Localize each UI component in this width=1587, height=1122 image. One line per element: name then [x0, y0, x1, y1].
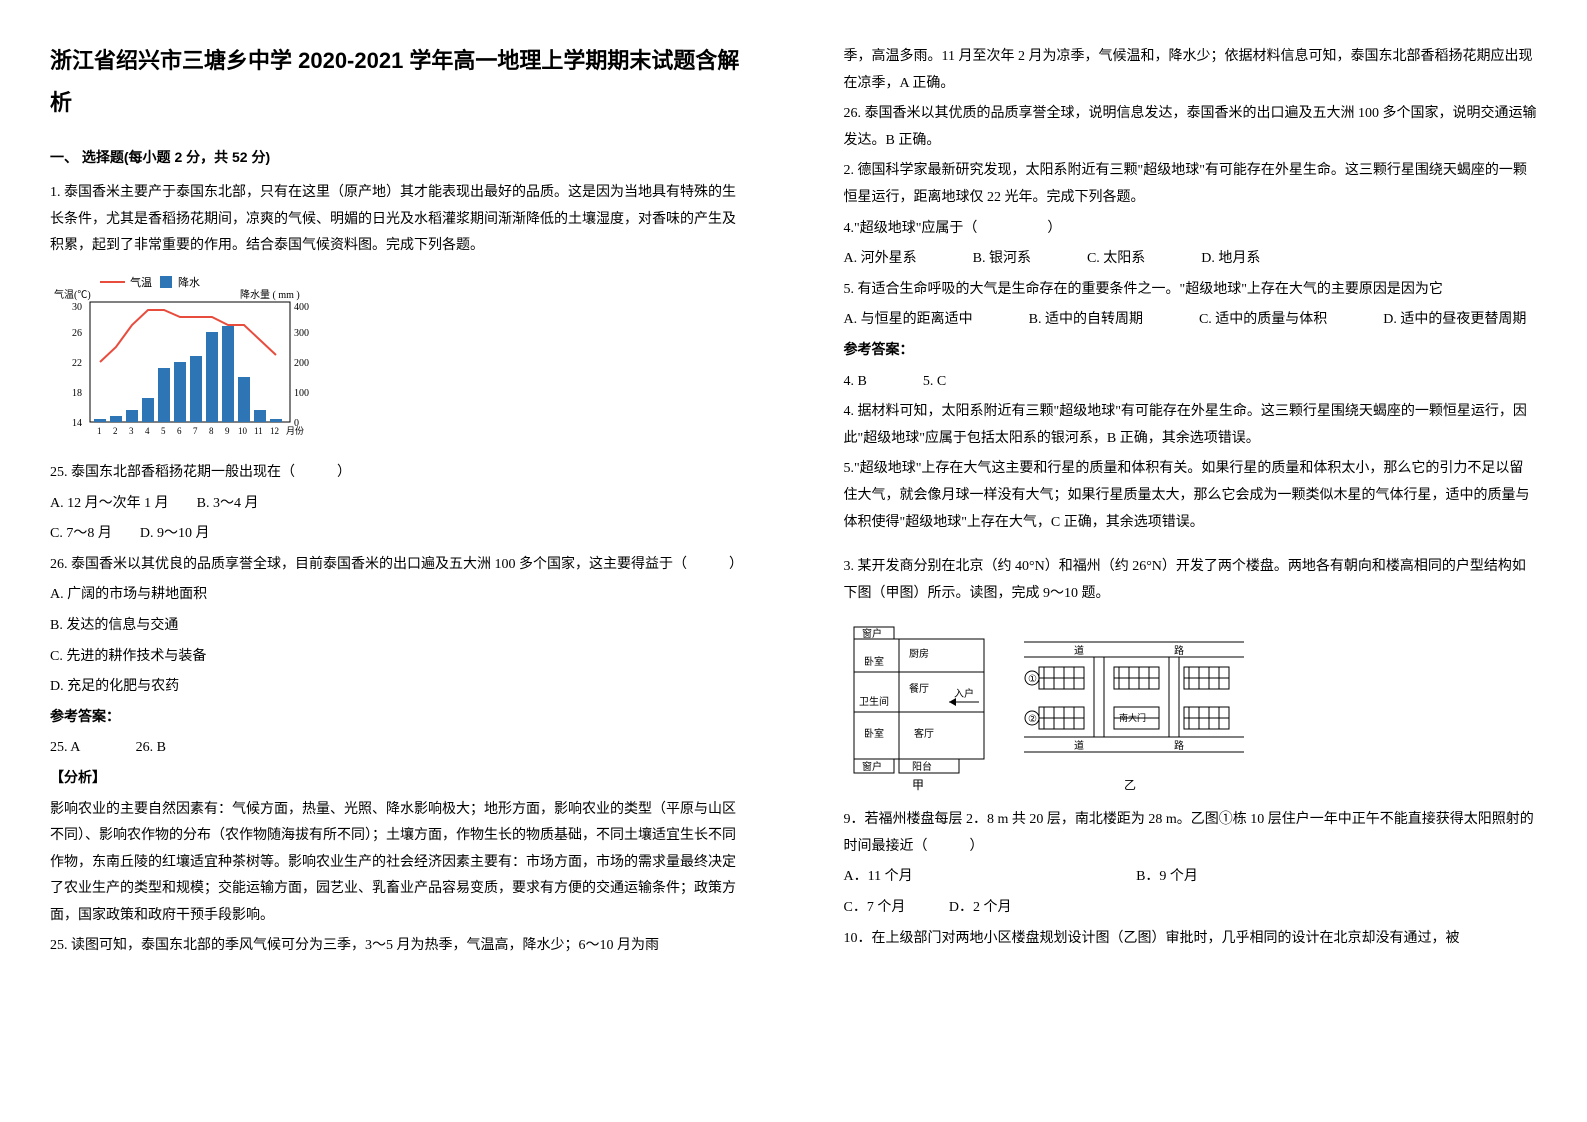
exp5: 5."超级地球"上存在大气这主要和行星的质量和体积有关。如果行星的质量和体积太小… [844, 456, 1538, 536]
svg-text:14: 14 [72, 418, 82, 429]
left-column: 浙江省绍兴市三塘乡中学 2020-2021 学年高一地理上学期期末试题含解析 一… [0, 0, 794, 1122]
q10: 10．在上级部门对两地小区楼盘规划设计图（乙图）审批时，几乎相同的设计在北京却没… [844, 926, 1538, 953]
analysis-text: 影响农业的主要自然因素有：气候方面，热量、光照、降水影响极大；地形方面，影响农业… [50, 797, 744, 930]
q9-opt-d: D．2 个月 [949, 900, 1012, 915]
q4: 4."超级地球"应属于（ ） [844, 216, 1538, 243]
q2-stem: 2. 德国科学家最新研究发现，太阳系附近有三颗"超级地球"有可能存在外星生命。这… [844, 158, 1538, 211]
label-bedroom2: 卧室 [864, 727, 884, 740]
svg-text:6: 6 [177, 426, 182, 436]
svg-text:2: 2 [113, 426, 118, 436]
svg-text:8: 8 [209, 426, 214, 436]
label-road-bot-2: 路 [1174, 739, 1184, 752]
svg-text:26: 26 [72, 328, 82, 339]
svg-text:100: 100 [294, 388, 309, 399]
q9-opt-a: A．11 个月 [844, 864, 913, 891]
svg-text:30: 30 [72, 302, 82, 313]
q9-opt-b: B．9 个月 [1136, 869, 1198, 884]
answers-1: 25. A 26. B [50, 735, 744, 762]
q9-opts-row2: C．7 个月 D．2 个月 [844, 895, 1538, 922]
svg-text:300: 300 [294, 328, 309, 339]
svg-text:22: 22 [72, 358, 82, 369]
label-window-bottom: 窗户 [862, 760, 882, 773]
label-entry: 入户 [954, 687, 974, 700]
label-road-bot-1: 道 [1074, 739, 1084, 752]
answer-label-1: 参考答案： [50, 705, 744, 732]
answer-label-2: 参考答案： [844, 338, 1538, 365]
q3-stem: 3. 某开发商分别在北京（约 40°N）和福州（约 26°N）开发了两个楼盘。两… [844, 554, 1538, 607]
q26: 26. 泰国香米以其优良的品质享誉全球，目前泰国香米的出口遍及五大洲 100 多… [50, 552, 744, 579]
q25: 25. 泰国东北部香稻扬花期一般出现在（ ） [50, 460, 744, 487]
svg-text:1: 1 [97, 426, 102, 436]
label-living: 客厅 [914, 727, 934, 740]
q26-d: D. 充足的化肥与农药 [50, 674, 744, 701]
q5-opts: A. 与恒星的距离适中 B. 适中的自转周期 C. 适中的质量与体积 D. 适中… [844, 307, 1538, 334]
q9-opt-c: C．7 个月 [844, 895, 906, 922]
label-road-top-2: 路 [1174, 644, 1184, 657]
q5: 5. 有适合生命呼吸的大气是生命存在的重要条件之一。"超级地球"上存在大气的主要… [844, 277, 1538, 304]
svg-text:7: 7 [193, 426, 198, 436]
ylabel-left: 气温(℃) [54, 288, 91, 301]
q26-c: C. 先进的耕作技术与装备 [50, 644, 744, 671]
svg-text:4: 4 [145, 426, 150, 436]
svg-text:①: ① [1028, 674, 1037, 685]
svg-text:5: 5 [161, 426, 166, 436]
answers-2: 4. B 5. C [844, 369, 1538, 396]
label-bathroom: 卫生间 [859, 695, 889, 708]
svg-text:10: 10 [238, 426, 248, 436]
svg-text:②: ② [1028, 714, 1037, 725]
ylabel-right: 降水量 ( mm ) [240, 288, 300, 301]
q1-stem: 1. 泰国香米主要产于泰国东北部，只有在这里（原产地）其才能表现出最好的品质。这… [50, 180, 744, 260]
section-header: 一、 选择题(每小题 2 分，共 52 分) [50, 144, 744, 171]
svg-text:9: 9 [225, 426, 230, 436]
cont2: 26. 泰国香米以其优质的品质享誉全球，说明信息发达，泰国香米的出口遍及五大洲 … [844, 101, 1538, 154]
label-jia: 甲 [912, 778, 924, 792]
q26-a: A. 广阔的市场与耕地面积 [50, 582, 744, 609]
label-south-gate: 南大门 [1119, 712, 1146, 723]
doc-title: 浙江省绍兴市三塘乡中学 2020-2021 学年高一地理上学期期末试题含解析 [50, 40, 744, 124]
label-window-top: 窗户 [862, 627, 882, 640]
svg-text:3: 3 [129, 426, 134, 436]
q9-opts-row1: A．11 个月 B．9 个月 [844, 864, 1538, 891]
label-kitchen: 厨房 [909, 647, 929, 660]
svg-text:200: 200 [294, 358, 309, 369]
q4-opts: A. 河外星系 B. 银河系 C. 太阳系 D. 地月系 [844, 246, 1538, 273]
svg-text:18: 18 [72, 388, 82, 399]
exp4: 4. 据材料可知，太阳系附近有三颗"超级地球"有可能存在外星生命。这三颗行星围绕… [844, 399, 1538, 452]
svg-text:11: 11 [254, 426, 263, 436]
right-column: 季，高温多雨。11 月至次年 2 月为凉季，气候温和，降水少；依据材料信息可知，… [794, 0, 1587, 1122]
label-balcony: 阳台 [912, 760, 932, 773]
q25-opts2: C. 7～8 月 D. 9～10 月 [50, 521, 744, 548]
svg-text:400: 400 [294, 302, 309, 313]
cont1: 季，高温多雨。11 月至次年 2 月为凉季，气候温和，降水少；依据材料信息可知，… [844, 44, 1538, 97]
q25-opts: A. 12 月～次年 1 月 B. 3～4 月 [50, 491, 744, 518]
label-road-top-1: 道 [1074, 644, 1084, 657]
legend-temp: 气温 [130, 275, 152, 289]
q9: 9．若福州楼盘每层 2．8 m 共 20 层，南北楼距为 28 m。乙图①栋 1… [844, 807, 1538, 860]
analysis-label: 【分析】 [50, 766, 744, 793]
analysis25: 25. 读图可知，泰国东北部的季风气候可分为三季，3～5 月为热季，气温高，降水… [50, 933, 744, 960]
svg-text:月份: 月份 [286, 425, 304, 436]
label-yi: 乙 [1124, 778, 1136, 792]
climate-chart: 气温 降水 气温(℃) 降水量 ( mm ) 14 18 22 26 30 0 … [50, 270, 330, 450]
label-dining: 餐厅 [909, 682, 929, 695]
legend-precip: 降水 [178, 275, 200, 289]
label-bedroom1: 卧室 [864, 655, 884, 668]
svg-text:12: 12 [270, 426, 279, 436]
floorplan-diagram: 窗户 厨房 卧室 餐厅 卫生间 入户 卧室 客厅 阳台 窗户 [844, 617, 1264, 797]
q26-b: B. 发达的信息与交通 [50, 613, 744, 640]
